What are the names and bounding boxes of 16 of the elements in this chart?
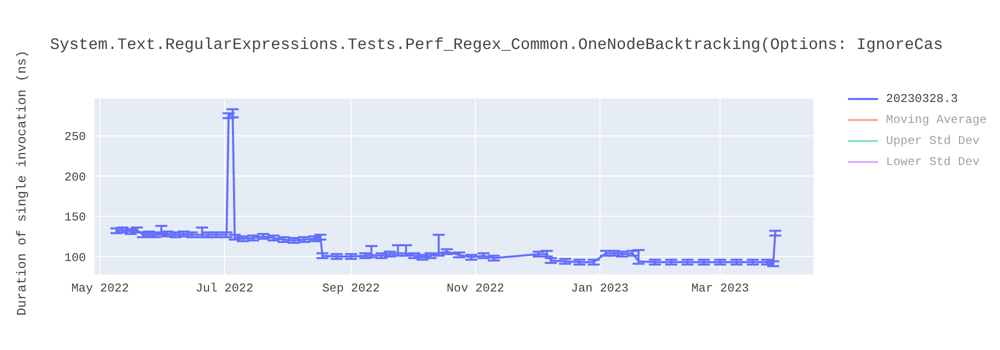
x-tick-label: Jul 2022 (196, 282, 254, 296)
legend-label: 20230328.3 (886, 92, 958, 106)
chart-title: System.Text.RegularExpressions.Tests.Perf_Regex_Common.OneNodeBacktracking(Options: IgnoreCas (50, 36, 943, 54)
y-tick-label: 200 (64, 170, 86, 184)
y-tick-label: 150 (64, 210, 86, 225)
x-tick-label: Sep 2022 (322, 282, 380, 296)
legend-label: Upper Std Dev (886, 134, 980, 148)
legend-label: Moving Average (886, 112, 987, 126)
x-tick-label: Mar 2023 (691, 282, 749, 296)
y-tick-label: 250 (64, 130, 86, 144)
x-tick-label: Jan 2023 (571, 282, 629, 296)
x-tick-label: May 2022 (71, 282, 129, 296)
x-tick-label: Nov 2022 (446, 282, 504, 296)
legend-label: Lower Std Dev (886, 154, 980, 168)
y-axis-title: Duration of single invocation (ns) (14, 50, 30, 316)
y-tick-label: 100 (64, 250, 86, 265)
